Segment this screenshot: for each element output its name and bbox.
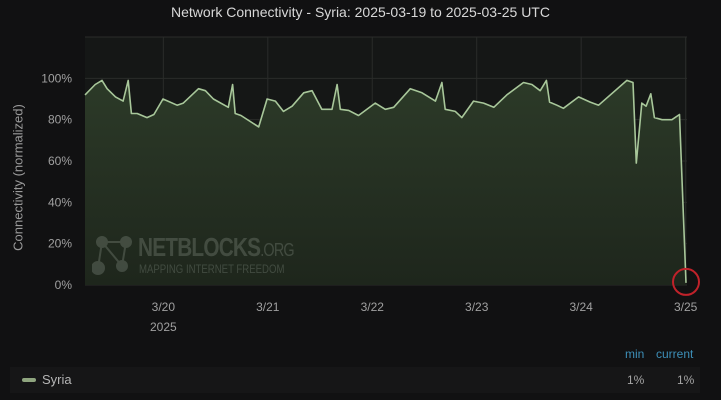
legend-series-name: Syria [42,372,72,387]
x-tick-label: 3/21 [256,300,280,314]
watermark-subtext: MAPPING INTERNET FREEDOM [139,262,285,276]
x-tick-label: 3/23 [465,300,489,314]
highlight-circle [672,267,700,296]
x-tick-label: 3/25 [674,300,698,314]
y-tick-label: 100% [41,71,72,85]
y-tick-label: 20% [48,237,72,251]
chart-title: Network Connectivity - Syria: 2025-03-19… [171,4,550,20]
legend-current-value: 1% [677,373,695,387]
x-tick-label: 3/20 [152,300,176,314]
legend-min-value: 1% [627,373,645,387]
series-area-syria [85,80,686,286]
y-tick-label: 60% [48,154,72,168]
y-tick-label: 40% [48,195,72,209]
legend-header-current[interactable]: current [656,347,694,361]
x-tick-label: 3/24 [569,300,593,314]
series-line-syria [84,79,687,283]
legend-row-syria[interactable]: Syria 1% 1% [10,367,700,393]
netblocks-logo-icon [92,236,132,275]
x-tick-label: 3/22 [361,300,385,314]
watermark-text: NETBLOCKS.ORG [138,232,295,262]
legend-header-min[interactable]: min [625,347,645,361]
y-tick-label: 0% [55,278,73,292]
series-swatch [22,378,36,382]
x-tick-sublabel: 2025 [150,320,177,334]
y-tick-label: 80% [48,113,72,127]
